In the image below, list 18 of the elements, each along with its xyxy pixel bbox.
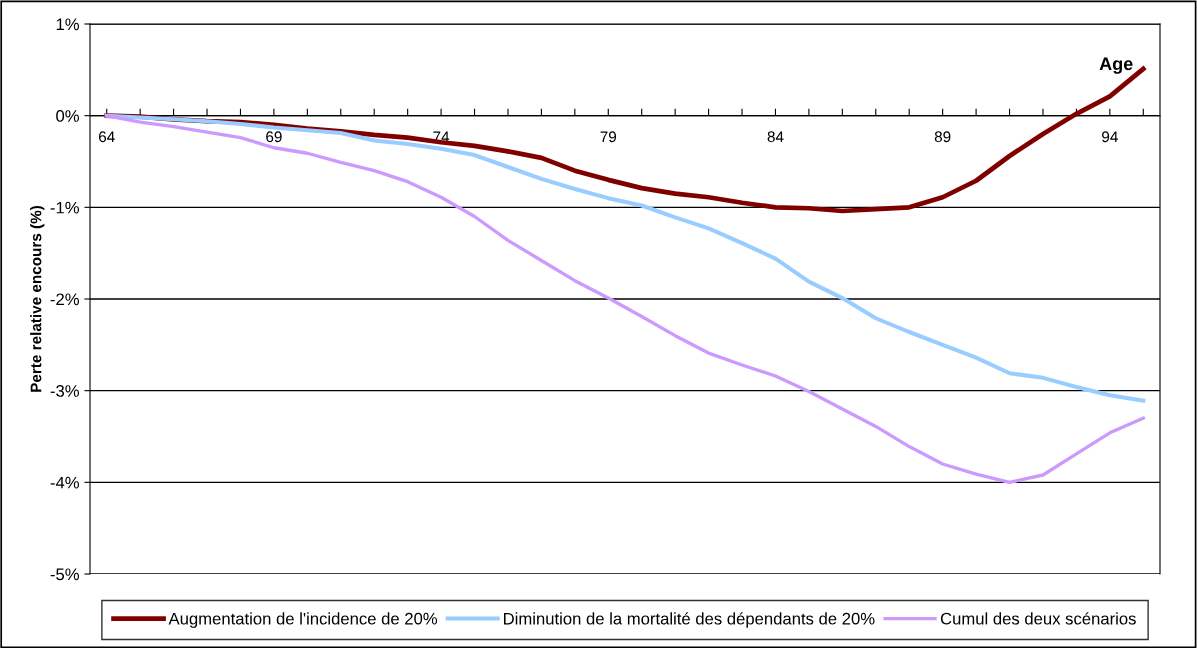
y-tick-label: -3% <box>50 385 79 397</box>
x-tick-label: 94 <box>1102 131 1118 143</box>
x-tick-label: 89 <box>934 131 951 143</box>
legend-label: Augmentation de l'incidence de 20% <box>168 612 438 628</box>
y-tick-label: -1% <box>50 201 79 214</box>
y-axis-title: Perte relative encours (%) <box>30 205 45 392</box>
x-tick-label: 69 <box>266 131 282 143</box>
y-tick-label: -4% <box>50 476 79 489</box>
legend-label: Diminution de la mortalité des dépendants de 20% <box>504 612 875 628</box>
x-tick-label: 64 <box>99 131 115 143</box>
y-tick-label: -2% <box>50 293 79 306</box>
y-tick-label: 0% <box>56 110 79 122</box>
x-tick-label: 84 <box>767 131 784 143</box>
y-tick-label: -5% <box>50 568 79 581</box>
legend-label: Cumul des deux scénarios <box>940 612 1136 625</box>
x-tick-label: 79 <box>600 131 617 143</box>
y-tick-label: 1% <box>56 18 79 31</box>
x-axis-title: Age <box>1099 57 1133 74</box>
